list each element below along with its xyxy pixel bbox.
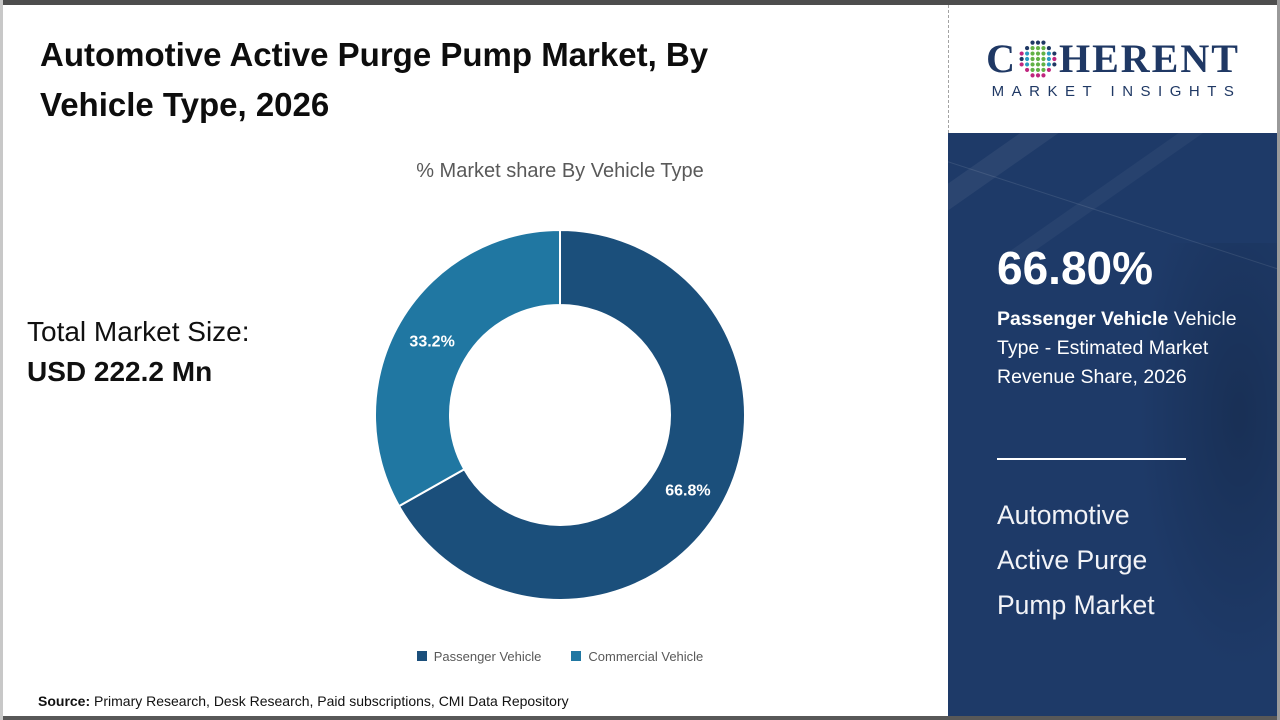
legend-item-commercial: Commercial Vehicle	[571, 649, 703, 664]
brand-logo: C HERENT MARKET INSIGHTS	[948, 5, 1277, 133]
brand-wordmark: C HERENT	[986, 38, 1240, 80]
donut-slice-passenger	[398, 229, 746, 601]
slice-label-commercial: 33.2%	[409, 334, 454, 351]
brand-tagline: MARKET INSIGHTS	[991, 83, 1242, 100]
globe-dot	[1041, 51, 1046, 56]
globe-dot	[1035, 62, 1041, 67]
globe-dot	[1046, 51, 1051, 56]
globe-dot	[1024, 67, 1030, 72]
globe-dot	[1041, 46, 1046, 51]
sidebar-headline-percentage: 66.80%	[997, 242, 1154, 294]
chart-subtitle: % Market share By Vehicle Type	[416, 160, 704, 182]
globe-dot	[1052, 51, 1057, 56]
donut-chart-container: 66.8% 33.2%	[360, 215, 760, 615]
chart-legend: Passenger Vehicle Commercial Vehicle	[310, 645, 810, 667]
globe-dot	[1035, 51, 1041, 56]
source-text: Primary Research, Desk Research, Paid su…	[90, 693, 569, 709]
page-title-line2: Vehicle Type, 2026	[40, 86, 330, 123]
total-market-label: Total Market Size:	[27, 316, 250, 347]
total-market-value: USD 222.2 Mn	[27, 356, 213, 387]
globe-dot	[1035, 40, 1041, 45]
slice-label-passenger: 66.8%	[665, 483, 710, 500]
donut-slice-commercial	[374, 229, 561, 508]
highlight-sidebar: 66.80% Passenger Vehicle Vehicle Type - …	[948, 133, 1277, 716]
globe-dot	[1046, 46, 1051, 51]
globe-dot	[1041, 67, 1046, 72]
globe-dot	[1030, 46, 1035, 51]
globe-dot	[1052, 62, 1057, 67]
sidebar-market-name: Automotive Active Purge Pump Market	[997, 493, 1155, 628]
globe-dot	[1019, 51, 1024, 56]
frame-border-top	[0, 0, 1280, 5]
globe-dot	[1024, 46, 1030, 51]
globe-dot	[1046, 56, 1051, 62]
legend-swatch-passenger	[416, 651, 427, 661]
sidebar-description-rest: Vehicle Type - Estimated Market Revenue …	[997, 308, 1237, 388]
globe-dot	[1030, 67, 1035, 72]
globe-dot	[1046, 67, 1051, 72]
globe-dot	[1046, 62, 1051, 67]
legend-label-commercial: Commercial Vehicle	[588, 648, 704, 664]
sidebar-market-name-line2: Active Purge	[997, 545, 1148, 575]
globe-dot	[1041, 62, 1046, 67]
globe-dot	[1041, 56, 1046, 62]
sidebar-description-bold: Passenger Vehicle	[997, 308, 1169, 330]
globe-dot	[1035, 73, 1041, 78]
legend-label-passenger: Passenger Vehicle	[433, 648, 542, 664]
sidebar-description: Passenger Vehicle Vehicle Type - Estimat…	[997, 305, 1259, 392]
sidebar-market-name-line3: Pump Market	[997, 590, 1155, 620]
brand-letter-c: C	[986, 36, 1017, 81]
globe-dot	[1030, 56, 1035, 62]
sidebar-market-name-line1: Automotive	[997, 500, 1130, 530]
page-title: Automotive Active Purge Pump Market, By …	[40, 30, 900, 130]
frame-border-bottom	[0, 716, 1280, 720]
legend-item-passenger: Passenger Vehicle	[416, 648, 542, 664]
legend-swatch-commercial	[571, 651, 582, 661]
globe-dot	[1030, 51, 1035, 56]
globe-dot	[1024, 51, 1030, 56]
globe-dot	[1041, 73, 1046, 78]
source-line: Source: Primary Research, Desk Research,…	[38, 693, 569, 709]
globe-dot	[1030, 40, 1035, 45]
globe-dot	[1035, 46, 1041, 51]
globe-dot	[1030, 73, 1035, 78]
source-label: Source:	[38, 693, 91, 709]
donut-chart: 66.8% 33.2%	[374, 229, 746, 601]
frame-border-right	[1277, 0, 1280, 720]
total-market-size: Total Market Size: USD 222.2 Mn	[27, 312, 250, 392]
page-title-line1: Automotive Active Purge Pump Market, By	[40, 36, 709, 73]
globe-dot	[1030, 62, 1035, 67]
globe-dot	[1052, 56, 1057, 62]
globe-dot	[1024, 56, 1030, 62]
globe-dot	[1019, 62, 1024, 67]
globe-dot	[1019, 56, 1024, 62]
globe-dot	[1035, 56, 1041, 62]
frame-border-left	[0, 0, 3, 720]
globe-dot	[1035, 67, 1041, 72]
dotted-globe-icon	[1019, 40, 1057, 78]
globe-dot	[1041, 40, 1046, 45]
brand-letters-rest: HERENT	[1058, 36, 1240, 81]
sidebar-divider	[997, 458, 1186, 460]
globe-dot	[1024, 62, 1030, 67]
